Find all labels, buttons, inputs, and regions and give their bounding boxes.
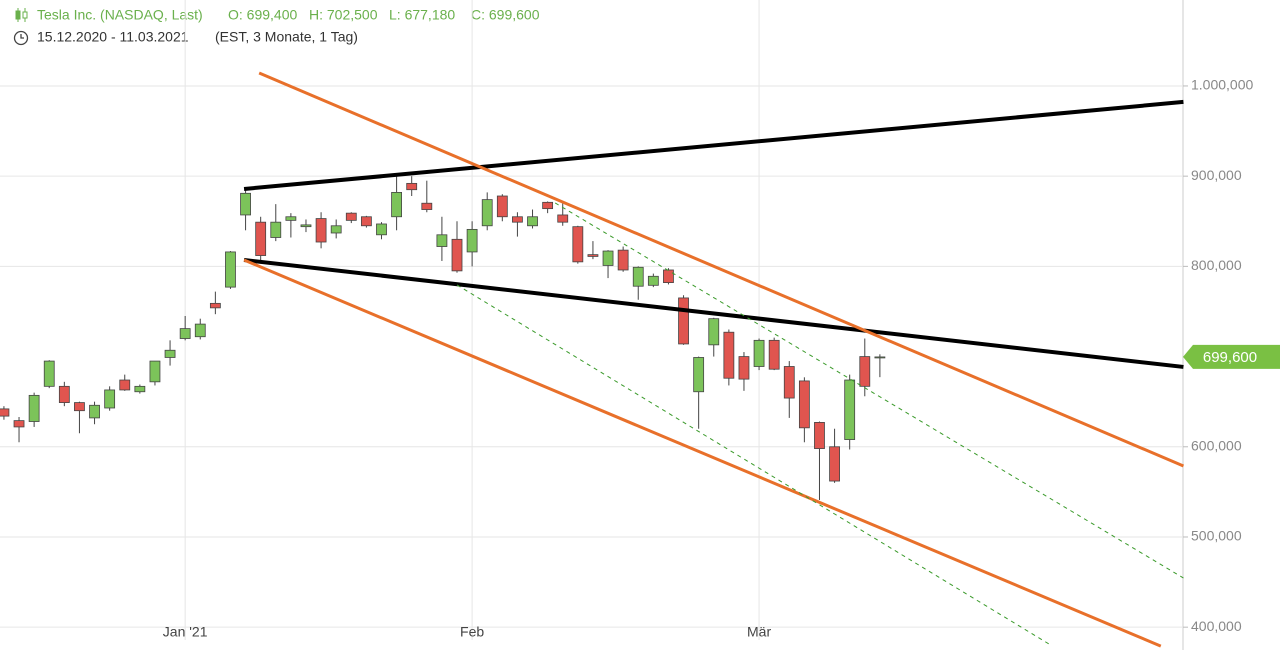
candle-body [28,394,40,422]
candle-body [58,385,70,403]
y-tick-label: 600,000 [1191,437,1242,453]
candle-body [829,446,840,482]
candle-body [13,420,25,428]
candle-body [481,199,493,227]
candle-body [617,249,629,271]
price-tag-box [1183,344,1280,369]
candle-body [783,366,795,399]
candle-body [285,216,297,221]
candle-body [542,201,554,210]
candle-body [134,385,146,393]
ohlc-label: L: 677,180 [389,7,455,23]
candle-body [632,266,644,287]
ohlc-label: O: 699,400 [228,7,297,23]
trendline [258,71,1185,468]
candle-body [512,216,523,223]
x-tick-label: Feb [460,624,484,640]
trendline [554,202,1184,579]
ohlc-label: H: 702,500 [309,7,378,23]
candle-body [315,218,327,243]
candle-body [708,318,720,346]
x-tick-label: Jan '21 [163,624,208,640]
candle-body [119,379,131,391]
candle-icon [15,8,28,22]
candle-body [164,349,176,358]
candle-body [874,356,886,359]
candle-body [859,356,871,387]
candle-body [572,226,584,263]
candle-body [345,212,357,221]
y-tick-label: 500,000 [1191,528,1242,544]
candle-body [330,225,342,234]
trendline [243,258,1162,648]
x-tick-label: Mär [747,624,771,640]
candle-body [587,254,599,257]
candle-body [466,228,478,253]
candle-body [496,195,508,218]
candle-body [270,221,282,238]
candle-body [149,360,161,383]
candle-body [360,216,372,227]
ohlc-label: C: 699,600 [471,7,540,23]
candle-body [723,331,735,379]
candle-body [300,224,312,228]
candle-body [376,223,387,236]
title: Tesla Inc. (NASDAQ, Last) [37,7,203,23]
price-tag: 699,600 [1203,349,1257,366]
candle-body [798,380,810,429]
candle-body [678,297,689,345]
candle-body [451,238,463,272]
candle-body [89,404,100,419]
candle-body [74,402,85,412]
candle-body [527,216,538,227]
candle-body [240,192,251,216]
y-tick-label: 400,000 [1191,618,1242,634]
candle-body [104,389,116,409]
subtitle-note: (EST, 3 Monate, 1 Tag) [215,29,358,45]
y-tick-label: 800,000 [1191,257,1242,273]
candle-body [602,250,614,266]
candle-body [647,275,659,286]
candle-body [436,234,448,247]
candle-body [225,251,236,288]
y-tick-label: 1.000,000 [1191,77,1253,93]
candle-body [738,356,750,380]
candle-body [693,357,705,393]
candle-body [194,323,206,338]
candle-body [0,408,10,417]
candle-body [768,339,780,370]
candle-body [663,269,674,284]
candle-body [406,182,418,191]
candle-body [844,379,856,440]
trendline [243,257,1184,369]
subtitle: 15.12.2020 - 11.03.2021 [37,29,189,45]
trendline [456,284,1051,646]
candle-body [43,360,55,387]
trendline [243,99,1184,191]
candle-body [557,214,569,223]
candle-body [421,202,433,210]
y-tick-label: 900,000 [1191,167,1242,183]
candle-body [209,302,221,309]
candle-body [814,422,825,449]
candle-body [753,339,765,367]
candle-body [391,192,402,218]
clock-icon [13,30,29,46]
candle-body [179,328,191,339]
candle-body [255,221,267,256]
